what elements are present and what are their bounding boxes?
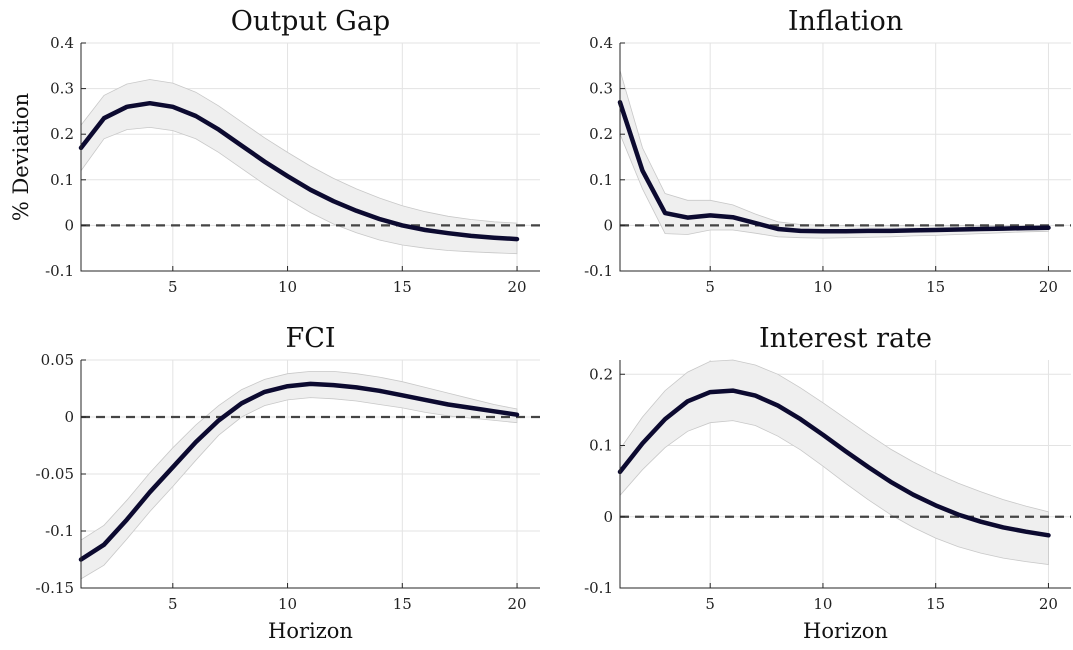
panel-fci: 5 10 15 20 -0.15 -0.1 -0.05 0 0.05 FCI Horizon bbox=[36, 323, 540, 643]
y-tick-label: 0.1 bbox=[589, 171, 613, 189]
series-line bbox=[617, 388, 1051, 538]
panel-interest-rate: 5 10 15 20 -0.1 0 0.1 0.2 Interest rate Horizon bbox=[584, 323, 1071, 643]
confidence-band bbox=[80, 370, 518, 580]
x-tick-label: 15 bbox=[393, 595, 412, 613]
x-axis-label: Horizon bbox=[803, 619, 888, 643]
x-tick-label: 15 bbox=[393, 278, 412, 296]
y-tick-label: -0.1 bbox=[45, 522, 74, 540]
y-tick-label: 0.2 bbox=[589, 125, 613, 143]
x-tick-label: 15 bbox=[926, 595, 945, 613]
chart-title: Output Gap bbox=[231, 6, 390, 37]
x-tick-label: 20 bbox=[1039, 278, 1058, 296]
y-tick-label: 0.4 bbox=[589, 34, 613, 52]
y-tick-label: 0.2 bbox=[589, 365, 613, 383]
confidence-band bbox=[619, 70, 1049, 239]
y-tick-label: 0.3 bbox=[589, 80, 613, 98]
x-tick-label: 20 bbox=[508, 595, 527, 613]
chart-title: FCI bbox=[285, 323, 335, 354]
y-tick-label: 0 bbox=[64, 216, 74, 234]
y-tick-label: 0.2 bbox=[50, 125, 74, 143]
x-tick-label: 10 bbox=[813, 595, 832, 613]
y-tick-label: 0.1 bbox=[50, 171, 74, 189]
y-tick-label: -0.1 bbox=[45, 262, 74, 280]
x-tick-label: 5 bbox=[168, 595, 178, 613]
y-tick-label: -0.15 bbox=[36, 579, 74, 597]
series-line bbox=[617, 100, 1051, 234]
y-tick-label: -0.1 bbox=[584, 579, 613, 597]
y-tick-label: 0.05 bbox=[41, 351, 74, 369]
series-line bbox=[78, 100, 520, 242]
panel-inflation: 5 10 15 20 -0.1 0 0.1 0.2 0.3 0.4 Inflation bbox=[584, 6, 1071, 296]
y-axis-label: % Deviation bbox=[9, 93, 33, 221]
x-tick-label: 10 bbox=[278, 595, 297, 613]
y-tick-label: -0.1 bbox=[584, 262, 613, 280]
x-tick-label: 5 bbox=[168, 278, 178, 296]
confidence-band bbox=[619, 359, 1049, 565]
x-tick-label: 10 bbox=[278, 278, 297, 296]
series-line bbox=[78, 381, 520, 562]
y-tick-label: 0.1 bbox=[589, 437, 613, 455]
chart-title: Interest rate bbox=[759, 323, 932, 354]
y-tick-label: -0.05 bbox=[36, 465, 74, 483]
y-tick-label: 0.3 bbox=[50, 80, 74, 98]
y-tick-label: 0 bbox=[64, 408, 74, 426]
x-axis-label: Horizon bbox=[268, 619, 353, 643]
x-tick-label: 20 bbox=[508, 278, 527, 296]
confidence-band bbox=[80, 79, 518, 255]
x-tick-label: 5 bbox=[705, 278, 715, 296]
y-tick-label: 0.4 bbox=[50, 34, 74, 52]
x-tick-label: 20 bbox=[1039, 595, 1058, 613]
chart-title: Inflation bbox=[788, 6, 903, 37]
x-tick-label: 5 bbox=[705, 595, 715, 613]
y-tick-label: 0 bbox=[603, 216, 613, 234]
y-tick-label: 0 bbox=[603, 508, 613, 526]
x-tick-label: 10 bbox=[813, 278, 832, 296]
x-tick-label: 15 bbox=[926, 278, 945, 296]
panel-output-gap: 5 10 15 20 -0.1 0 0.1 0.2 0.3 0.4 Output Gap % Devi… bbox=[9, 6, 540, 296]
